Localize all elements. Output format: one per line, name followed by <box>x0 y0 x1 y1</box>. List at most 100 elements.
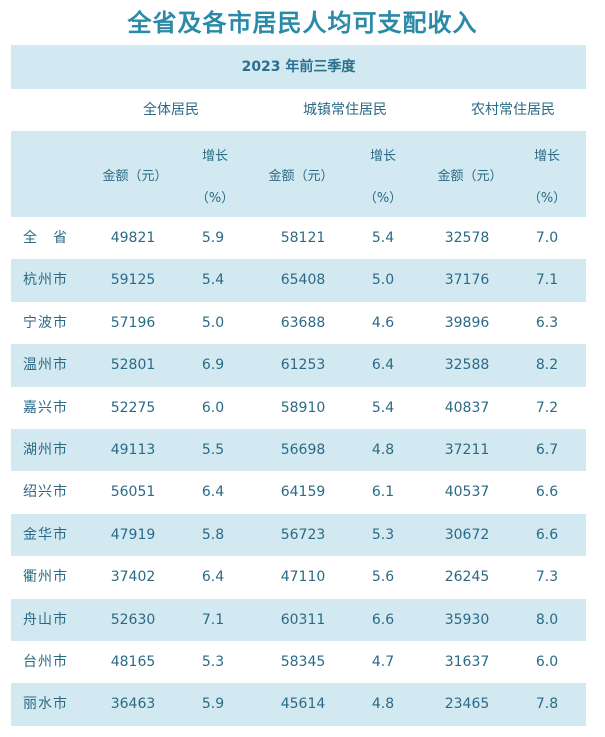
table-row: 台州市 48165 5.3 58345 4.7 31637 6.0 <box>11 641 586 683</box>
region-cell: 宁波市 <box>23 314 68 331</box>
urban-amount-cell: 58121 <box>280 230 326 246</box>
rural-growth-cell: 6.7 <box>535 441 559 458</box>
rural-amount-cell: 31637 <box>444 653 490 670</box>
region-cell: 舟山市 <box>23 611 68 628</box>
all-amount-cell: 52630 <box>110 611 156 628</box>
urban-growth-cell: 5.4 <box>371 230 395 246</box>
region-cell: 丽水市 <box>23 696 68 713</box>
urban-amount-cell: 56723 <box>280 526 326 543</box>
all-growth-cell: 5.0 <box>201 314 225 331</box>
rural-growth-cell: 6.0 <box>535 653 559 670</box>
region-cell: 湖州市 <box>23 441 68 458</box>
rural-growth-cell: 6.6 <box>535 526 559 543</box>
rural-amount-cell: 32578 <box>444 230 490 246</box>
urban-growth-cell: 6.1 <box>371 484 395 501</box>
group-rural-residents: 农村常住居民 <box>471 102 555 118</box>
region-cell: 杭州市 <box>23 272 68 289</box>
group-urban-residents: 城镇常住居民 <box>303 102 387 118</box>
all-amount-cell: 37402 <box>110 569 156 586</box>
rural-amount-cell: 32588 <box>444 357 490 374</box>
all-amount-cell: 49821 <box>110 230 156 246</box>
all-growth-header-top: 增长 <box>201 149 228 164</box>
urban-growth-header-bottom: （%） <box>363 191 403 206</box>
all-amount-cell: 47919 <box>110 526 156 543</box>
all-growth-cell: 5.9 <box>201 696 225 713</box>
region-cell: 嘉兴市 <box>23 399 68 416</box>
urban-growth-cell: 6.4 <box>371 357 395 374</box>
rural-growth-header-bottom: （%） <box>527 191 567 206</box>
table-row: 绍兴市 56051 6.4 64159 6.1 40537 6.6 <box>11 471 586 513</box>
all-growth-cell: 6.0 <box>201 399 225 416</box>
table-row: 湖州市 49113 5.5 56698 4.8 37211 6.7 <box>11 428 586 472</box>
all-growth-cell: 6.4 <box>201 484 225 501</box>
table-row: 金华市 47919 5.8 56723 5.3 30672 6.6 <box>11 513 586 557</box>
region-cell: 温州市 <box>23 357 68 374</box>
table-row: 杭州市 59125 5.4 65408 5.0 37176 7.1 <box>11 259 586 302</box>
urban-growth-cell: 5.0 <box>371 272 395 289</box>
all-growth-cell: 5.9 <box>201 230 225 246</box>
urban-amount-cell: 60311 <box>280 611 326 628</box>
table-row: 全 省 49821 5.9 58121 5.4 32578 7.0 <box>11 217 586 259</box>
region-cell: 衢州市 <box>23 569 68 586</box>
urban-amount-cell: 47110 <box>280 569 326 586</box>
all-amount-cell: 59125 <box>110 272 156 289</box>
table-row: 温州市 52801 6.9 61253 6.4 32588 8.2 <box>11 344 586 387</box>
rural-growth-cell: 7.1 <box>535 272 559 289</box>
all-amount-cell: 36463 <box>110 696 156 713</box>
all-growth-cell: 5.3 <box>201 653 225 670</box>
rural-growth-header-top: 增长 <box>533 149 560 164</box>
table-row: 舟山市 52630 7.1 60311 6.6 35930 8.0 <box>11 598 586 641</box>
rural-amount-cell: 26245 <box>444 569 490 586</box>
urban-amount-cell: 56698 <box>280 441 326 458</box>
rural-growth-cell: 6.6 <box>535 484 559 501</box>
rural-amount-cell: 37176 <box>444 272 490 289</box>
rural-growth-cell: 7.0 <box>535 230 559 246</box>
urban-amount-header: 金额（元） <box>268 169 334 184</box>
rural-amount-cell: 40537 <box>444 484 490 501</box>
urban-growth-cell: 5.4 <box>371 399 395 416</box>
urban-amount-cell: 61253 <box>280 357 326 374</box>
income-table: 2023 年前三季度 全体居民 城镇常住居民 农村常住居民 金额（元） 增长 （… <box>11 45 586 726</box>
urban-growth-cell: 4.6 <box>371 314 395 331</box>
rural-growth-cell: 7.8 <box>535 696 559 713</box>
urban-amount-cell: 58910 <box>280 399 326 416</box>
urban-growth-cell: 4.8 <box>371 696 395 713</box>
urban-growth-cell: 6.6 <box>371 611 395 628</box>
urban-growth-cell: 5.3 <box>371 526 395 543</box>
all-growth-cell: 5.5 <box>201 441 225 458</box>
urban-growth-cell: 4.8 <box>371 441 395 458</box>
table-body: 全 省 49821 5.9 58121 5.4 32578 7.0 杭州市 59125 5.4 65… <box>11 217 586 726</box>
urban-amount-cell: 45614 <box>280 696 326 713</box>
table-row: 丽水市 36463 5.9 45614 4.8 23465 7.8 <box>11 683 586 726</box>
rural-amount-header: 金额（元） <box>437 169 503 184</box>
rural-amount-cell: 39896 <box>444 314 490 331</box>
table-row: 宁波市 57196 5.0 63688 4.6 39896 6.3 <box>11 302 586 344</box>
rural-growth-cell: 6.3 <box>535 314 559 331</box>
urban-growth-cell: 4.7 <box>371 653 395 670</box>
rural-growth-cell: 7.2 <box>535 399 559 416</box>
rural-amount-cell: 40837 <box>444 399 490 416</box>
all-amount-cell: 48165 <box>110 653 156 670</box>
table-row: 嘉兴市 52275 6.0 58910 5.4 40837 7.2 <box>11 387 586 429</box>
group-all-residents: 全体居民 <box>143 102 199 118</box>
all-amount-cell: 52275 <box>110 399 156 416</box>
rural-amount-cell: 37211 <box>444 441 490 458</box>
urban-amount-cell: 65408 <box>280 272 326 289</box>
rural-growth-cell: 7.3 <box>535 569 559 586</box>
region-cell: 台州市 <box>23 653 68 670</box>
rural-amount-cell: 35930 <box>444 611 490 628</box>
all-growth-header-bottom: （%） <box>195 191 235 206</box>
all-growth-cell: 5.4 <box>201 272 225 289</box>
rural-amount-cell: 23465 <box>444 696 490 713</box>
urban-amount-cell: 58345 <box>280 653 326 670</box>
all-amount-cell: 49113 <box>110 441 156 458</box>
all-growth-cell: 6.4 <box>201 569 225 586</box>
rural-growth-cell: 8.2 <box>535 357 559 374</box>
period-header: 2023 年前三季度 <box>11 45 586 89</box>
urban-amount-cell: 63688 <box>280 314 326 331</box>
urban-growth-header-top: 增长 <box>369 149 396 164</box>
group-header-row: 全体居民 城镇常住居民 农村常住居民 <box>11 89 586 131</box>
all-amount-header: 金额（元） <box>102 169 168 184</box>
rural-amount-cell: 30672 <box>444 526 490 543</box>
subheader-row: 金额（元） 增长 （%） 金额（元） 增长 （%） 金额（元） 增长 （%） <box>11 131 586 217</box>
